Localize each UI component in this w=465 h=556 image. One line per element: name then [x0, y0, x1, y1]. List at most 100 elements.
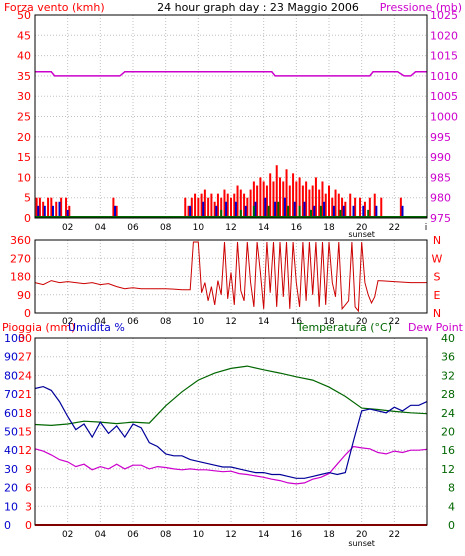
direction-y-tick-label: 180	[10, 271, 31, 284]
direction-y-tick-label: 360	[10, 234, 31, 247]
direction-x-tick-label: 22	[389, 317, 400, 327]
sunset-annotation: sunset	[348, 230, 375, 239]
rain-y-tick-label: 27	[18, 351, 32, 364]
direction-plot-frame	[34, 239, 428, 314]
temperature-y-tick-label: 36	[441, 351, 455, 364]
temperature-y-tick-label: 16	[441, 444, 455, 457]
direction-x-tick-label: 18	[323, 317, 335, 327]
direction-x-tick-label: 16	[291, 317, 303, 327]
wind-x-tick-label: 02	[62, 223, 73, 233]
direction-x-tick-label: 08	[160, 317, 172, 327]
humidity-y-tick-label: 10	[4, 500, 18, 513]
rain-y-tick-label: 6	[25, 482, 32, 495]
direction-x-tick-label: 20	[356, 317, 368, 327]
pressure-axis-label: Pressione (mb)	[380, 1, 462, 14]
wind-x-tick-label: 08	[160, 223, 172, 233]
climate-x-tick-label: 06	[127, 530, 139, 540]
humidity-y-tick-label: 20	[4, 482, 18, 495]
wind-x-tick-label: 04	[95, 223, 107, 233]
humidity-y-tick-label: 0	[4, 519, 11, 532]
wind-y-tick-label: 5	[24, 192, 31, 205]
wind-y-tick-label: 0	[24, 212, 31, 225]
direction-y-tick-label: 90	[17, 289, 31, 302]
rain-axis-label: Pioggia (mm)	[2, 321, 75, 334]
wind-y-tick-label: 15	[17, 151, 31, 164]
humidity-y-tick-label: 70	[4, 388, 18, 401]
pressure-y-tick-label: 995	[430, 131, 451, 144]
temperature-y-tick-label: 8	[448, 482, 455, 495]
wind-y-tick-label: 45	[17, 29, 31, 42]
wind-y-tick-label: 50	[17, 9, 31, 22]
direction-x-tick-label: 04	[95, 317, 107, 327]
rain-y-tick-label: 3	[25, 500, 32, 513]
pressure-y-tick-label: 975	[430, 212, 451, 225]
compass-label: N	[433, 234, 441, 247]
compass-label: S	[434, 271, 441, 284]
climate-x-tick-label: 20	[356, 530, 368, 540]
temperature-axis-label: Temperatura (°C)	[296, 321, 392, 334]
wind-y-tick-label: 20	[17, 131, 31, 144]
pressure-y-tick-label: 1020	[430, 29, 458, 42]
rain-y-tick-label: 15	[18, 426, 32, 439]
rain-y-tick-label: 12	[18, 444, 32, 457]
climate-x-tick-label: 14	[258, 530, 270, 540]
sunset-annotation: sunset	[348, 539, 375, 548]
humidity-y-tick-label: 80	[4, 369, 18, 382]
direction-x-tick-label: 12	[225, 317, 236, 327]
climate-x-tick-label: 08	[160, 530, 172, 540]
direction-y-tick-label: 270	[10, 252, 31, 265]
climate-x-tick-label: 16	[291, 530, 303, 540]
compass-label: E	[434, 289, 441, 302]
temperature-y-tick-label: 4	[448, 500, 455, 513]
dew-point-series-line	[34, 445, 428, 485]
temperature-y-tick-label: 20	[441, 426, 455, 439]
climate-x-tick-label: 18	[323, 530, 335, 540]
pressure-y-tick-label: 1010	[430, 70, 458, 83]
pressure-y-tick-label: 980	[430, 192, 451, 205]
humidity-y-tick-label: 60	[4, 407, 18, 420]
rain-y-tick-label: 18	[18, 407, 32, 420]
wind-y-tick-label: 30	[17, 90, 31, 103]
compass-label: W	[432, 252, 443, 265]
humidity-y-tick-label: 40	[4, 444, 18, 457]
rain-y-tick-label: 9	[25, 463, 32, 476]
direction-x-tick-label: 06	[127, 317, 139, 327]
temperature-y-tick-label: 0	[448, 519, 455, 532]
pressure-y-tick-label: 990	[430, 151, 451, 164]
wind-plot-frame	[34, 14, 428, 219]
wind-x-tick-label: 06	[127, 223, 139, 233]
dew-point-axis-label: Dew Point	[408, 321, 464, 334]
pressure-y-tick-label: 1005	[430, 90, 458, 103]
pressure-y-tick-label: 985	[430, 171, 451, 184]
climate-x-tick-label: 22	[389, 530, 400, 540]
wind-x-tick-label: 18	[323, 223, 335, 233]
wind-axis-label: Forza vento (kmh)	[4, 1, 105, 14]
wind-y-tick-label: 25	[17, 111, 31, 124]
humidity-series-line	[34, 385, 428, 479]
temperature-y-tick-label: 40	[441, 332, 455, 345]
wind-direction-line	[34, 241, 427, 313]
temperature-y-tick-label: 32	[441, 369, 455, 382]
chart-title: 24 hour graph day : 23 Maggio 2006	[157, 1, 359, 14]
wind-x-tick-label: i	[425, 223, 428, 233]
pressure-y-tick-label: 1025	[430, 9, 458, 22]
humidity-axis-label: Umidita %	[68, 321, 125, 334]
climate-x-tick-label: 04	[95, 530, 107, 540]
wind-x-tick-label: 10	[193, 223, 205, 233]
direction-x-tick-label: 10	[193, 317, 205, 327]
climate-plot-frame	[34, 337, 428, 526]
compass-label: N	[433, 307, 441, 320]
direction-y-tick-label: 0	[24, 307, 31, 320]
climate-x-tick-label: 12	[225, 530, 236, 540]
direction-x-tick-label: 14	[258, 317, 270, 327]
humidity-y-tick-label: 50	[4, 426, 18, 439]
wind-x-tick-label: 12	[225, 223, 236, 233]
wind-y-tick-label: 35	[17, 70, 31, 83]
rain-y-tick-label: 24	[18, 369, 32, 382]
temperature-y-tick-label: 24	[441, 407, 455, 420]
rain-y-tick-label: 30	[18, 332, 32, 345]
temperature-y-tick-label: 28	[441, 388, 455, 401]
humidity-y-tick-label: 100	[4, 332, 25, 345]
